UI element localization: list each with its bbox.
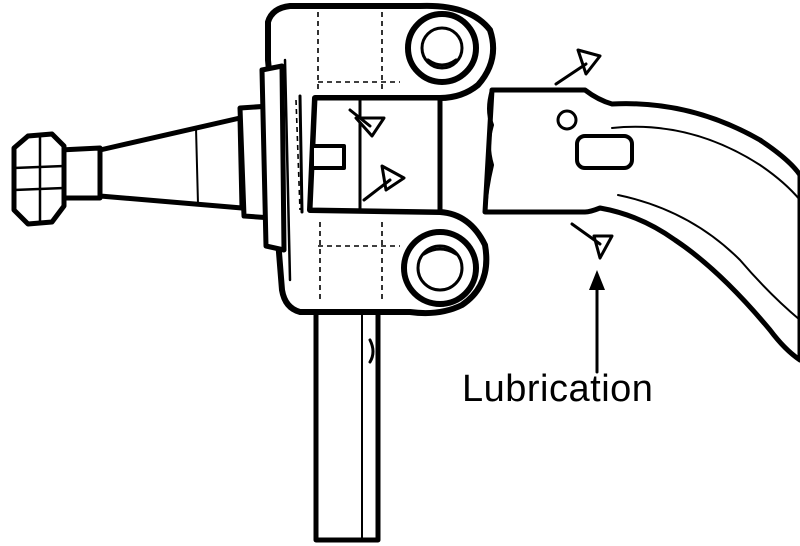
upper-eye xyxy=(405,11,479,85)
lower-eye xyxy=(401,229,479,307)
triangle-grease-fitting-icon xyxy=(348,108,386,138)
triangle-grease-fitting-icon xyxy=(570,222,614,260)
steering-arm xyxy=(313,293,381,543)
lubrication-label: Lubrication xyxy=(462,368,654,410)
triangle-grease-fitting-icon xyxy=(554,48,602,86)
spindle xyxy=(11,63,287,253)
arm-hole xyxy=(556,109,578,131)
control-arm xyxy=(482,87,800,363)
arm-slot xyxy=(575,134,634,170)
triangle-grease-fitting-icon xyxy=(362,164,406,202)
arrow-up-icon xyxy=(589,270,605,374)
